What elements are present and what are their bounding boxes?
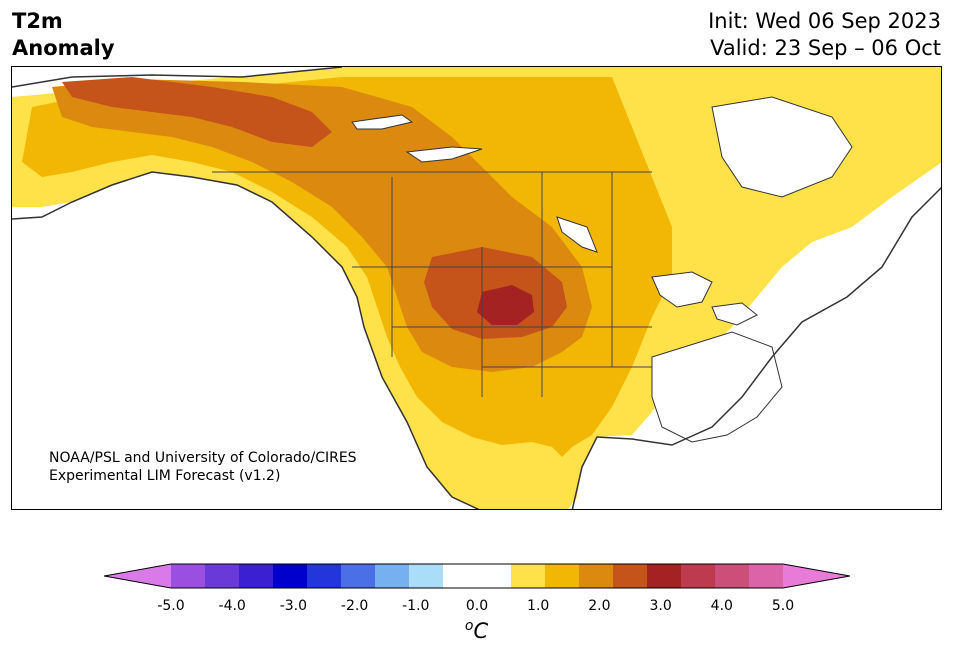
map-panel	[11, 66, 942, 510]
colorbar-segment	[681, 564, 716, 588]
colorbar-arrow-right	[783, 564, 850, 588]
colorbar-segment	[273, 564, 308, 588]
colorbar-ticks: -5.0 -4.0 -3.0 -2.0 -1.0 0.0 1.0 2.0 3.0 4.0 5.0	[0, 598, 953, 620]
colorbar-segment	[579, 564, 614, 588]
colorbar-segment	[715, 564, 750, 588]
colorbar-unit: oC	[0, 618, 953, 643]
lake-winnipeg	[556, 216, 598, 253]
southeast-us-white	[651, 331, 783, 443]
colorbar-segment	[341, 564, 376, 588]
colorbar-tick-label: 4.0	[710, 598, 733, 614]
title-anomaly: Anomaly	[12, 36, 115, 60]
colorbar-tick-label: -4.0	[218, 598, 246, 614]
colorbar-tick-label: -1.0	[402, 598, 430, 614]
colorbar	[104, 563, 850, 589]
colorbar-segment	[375, 564, 410, 588]
colorbar-segment	[511, 564, 546, 588]
colorbar-segment	[749, 564, 784, 588]
credit-line-1: NOAA/PSL and University of Colorado/CIRE…	[49, 450, 357, 466]
colorbar-outline	[104, 563, 850, 589]
anomaly-region-20-north	[62, 77, 332, 147]
unit-letter: C	[473, 619, 489, 643]
colorbar-segment	[409, 564, 444, 588]
colorbar-segment	[171, 564, 206, 588]
valid-range: Valid: 23 Sep – 06 Oct	[710, 36, 941, 60]
colorbar-tick-label: 0.0	[465, 598, 489, 614]
colorbar-segment	[239, 564, 274, 588]
great-slave-lake	[351, 114, 414, 130]
colorbar-segment	[205, 564, 240, 588]
colorbar-tick-label: 2.0	[588, 598, 611, 614]
great-bear-lake	[405, 146, 483, 163]
colorbar-tick-label: -5.0	[157, 598, 185, 614]
anomaly-region-25	[477, 285, 534, 325]
border-lines	[212, 171, 652, 397]
colorbar-tick-label: -3.0	[279, 598, 308, 614]
credit-line-2: Experimental LIM Forecast (v1.2)	[49, 468, 281, 484]
colorbar-segment	[613, 564, 648, 588]
colorbar-tick-label: 5.0	[771, 598, 795, 614]
colorbar-segment	[477, 564, 512, 588]
colorbar-tick-label: 1.0	[527, 598, 550, 614]
great-lakes	[651, 271, 758, 326]
hudson-bay	[711, 96, 853, 198]
colorbar-arrow-left	[104, 564, 171, 588]
title-variable: T2m	[12, 9, 63, 33]
init-date: Init: Wed 06 Sep 2023	[708, 9, 941, 33]
anomaly-map	[12, 67, 941, 509]
colorbar-segment	[545, 564, 580, 588]
unit-degree: o	[464, 618, 474, 634]
coastline	[12, 67, 941, 509]
colorbar-tick-label: 3.0	[649, 598, 672, 614]
colorbar-segment	[443, 564, 478, 588]
colorbar-segment	[307, 564, 342, 588]
credit-text: NOAA/PSL and University of Colorado/CIRE…	[49, 449, 357, 485]
forecast-dates: Init: Wed 06 Sep 2023 Valid: 23 Sep – 06…	[708, 8, 941, 62]
colorbar-segment	[647, 564, 682, 588]
map-title: T2m Anomaly	[12, 8, 115, 62]
colorbar-tick-label: -2.0	[340, 598, 369, 614]
